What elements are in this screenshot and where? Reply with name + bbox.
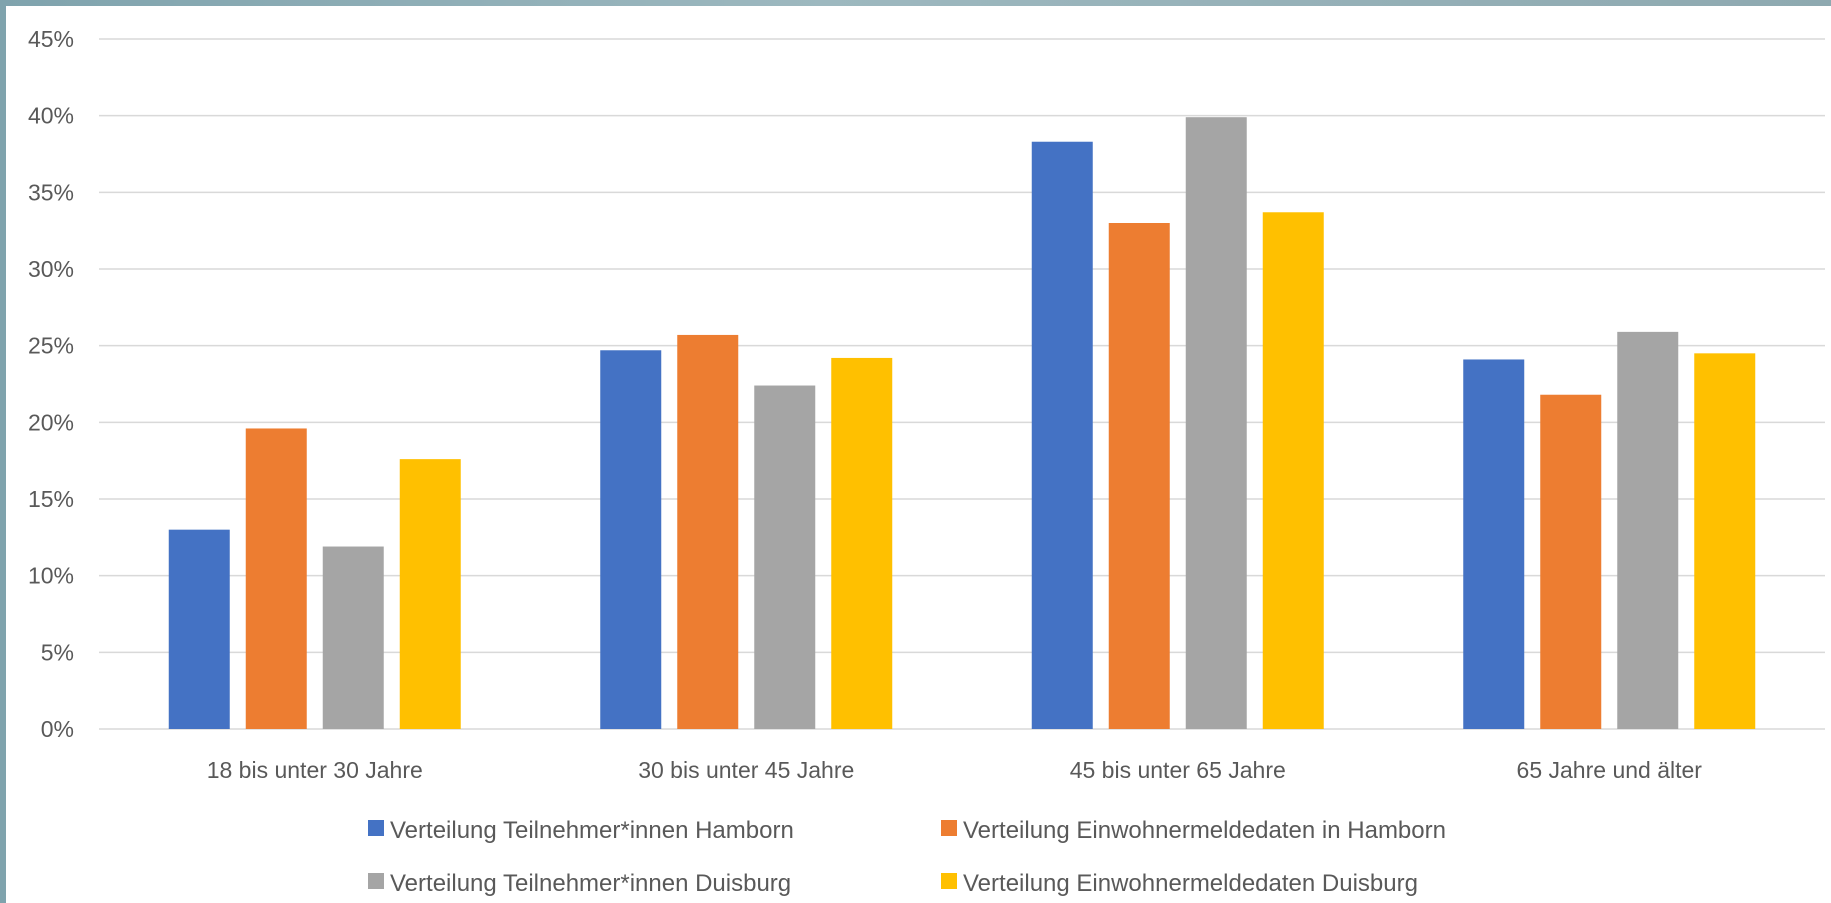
bar-4-3 (1263, 212, 1324, 729)
legend-swatch-2 (941, 820, 957, 836)
bar-3-3 (1186, 117, 1247, 729)
legend: Verteilung Teilnehmer*innen Hamborn Verte… (368, 817, 1446, 897)
legend-label-2: Verteilung Einwohnermeldedaten in Hambor… (963, 817, 1446, 844)
bar-1-2 (600, 350, 661, 729)
bar-2-1 (246, 428, 307, 729)
legend-swatch-3 (368, 873, 384, 889)
y-tick-label: 30% (28, 256, 74, 282)
bar-4-1 (400, 459, 461, 729)
y-tick-label: 20% (28, 409, 74, 435)
y-tick-label: 15% (28, 486, 74, 512)
bar-3-4 (1617, 332, 1678, 729)
chart-frame: 0% 5% 10% 15% 20% 25% 30% 35% 40% 45% 18 bis unte… (6, 6, 1831, 903)
y-tick-label: 10% (28, 563, 74, 589)
bar-1-4 (1463, 359, 1524, 729)
bar-3-2 (754, 386, 815, 729)
y-axis-ticks: 0% 5% 10% 15% 20% 25% 30% 35% 40% 45% (28, 26, 74, 742)
y-tick-label: 40% (28, 103, 74, 129)
bar-1-3 (1032, 142, 1093, 729)
bars (169, 117, 1756, 729)
legend-label-4: Verteilung Einwohnermeldedaten Duisburg (963, 870, 1418, 897)
x-axis-categories: 18 bis unter 30 Jahre 30 bis unter 45 Jah… (207, 757, 1703, 783)
legend-label-1: Verteilung Teilnehmer*innen Hamborn (390, 817, 794, 844)
bar-1-1 (169, 530, 230, 729)
bar-4-2 (831, 358, 892, 729)
bar-2-4 (1540, 395, 1601, 729)
y-tick-label: 0% (41, 716, 74, 742)
bar-3-1 (323, 547, 384, 729)
legend-swatch-4 (941, 873, 957, 889)
legend-label-3: Verteilung Teilnehmer*innen Duisburg (390, 870, 791, 897)
bar-2-2 (677, 335, 738, 729)
x-category-label: 30 bis unter 45 Jahre (638, 757, 854, 783)
bar-4-4 (1694, 353, 1755, 729)
x-category-label: 18 bis unter 30 Jahre (207, 757, 423, 783)
y-tick-label: 25% (28, 333, 74, 359)
y-tick-label: 45% (28, 26, 74, 52)
x-category-label: 65 Jahre und älter (1517, 757, 1703, 783)
x-category-label: 45 bis unter 65 Jahre (1070, 757, 1286, 783)
y-tick-label: 5% (41, 639, 74, 665)
y-tick-label: 35% (28, 179, 74, 205)
bar-chart: 0% 5% 10% 15% 20% 25% 30% 35% 40% 45% 18 bis unte… (6, 6, 1831, 903)
bar-2-3 (1109, 223, 1170, 729)
legend-swatch-1 (368, 820, 384, 836)
